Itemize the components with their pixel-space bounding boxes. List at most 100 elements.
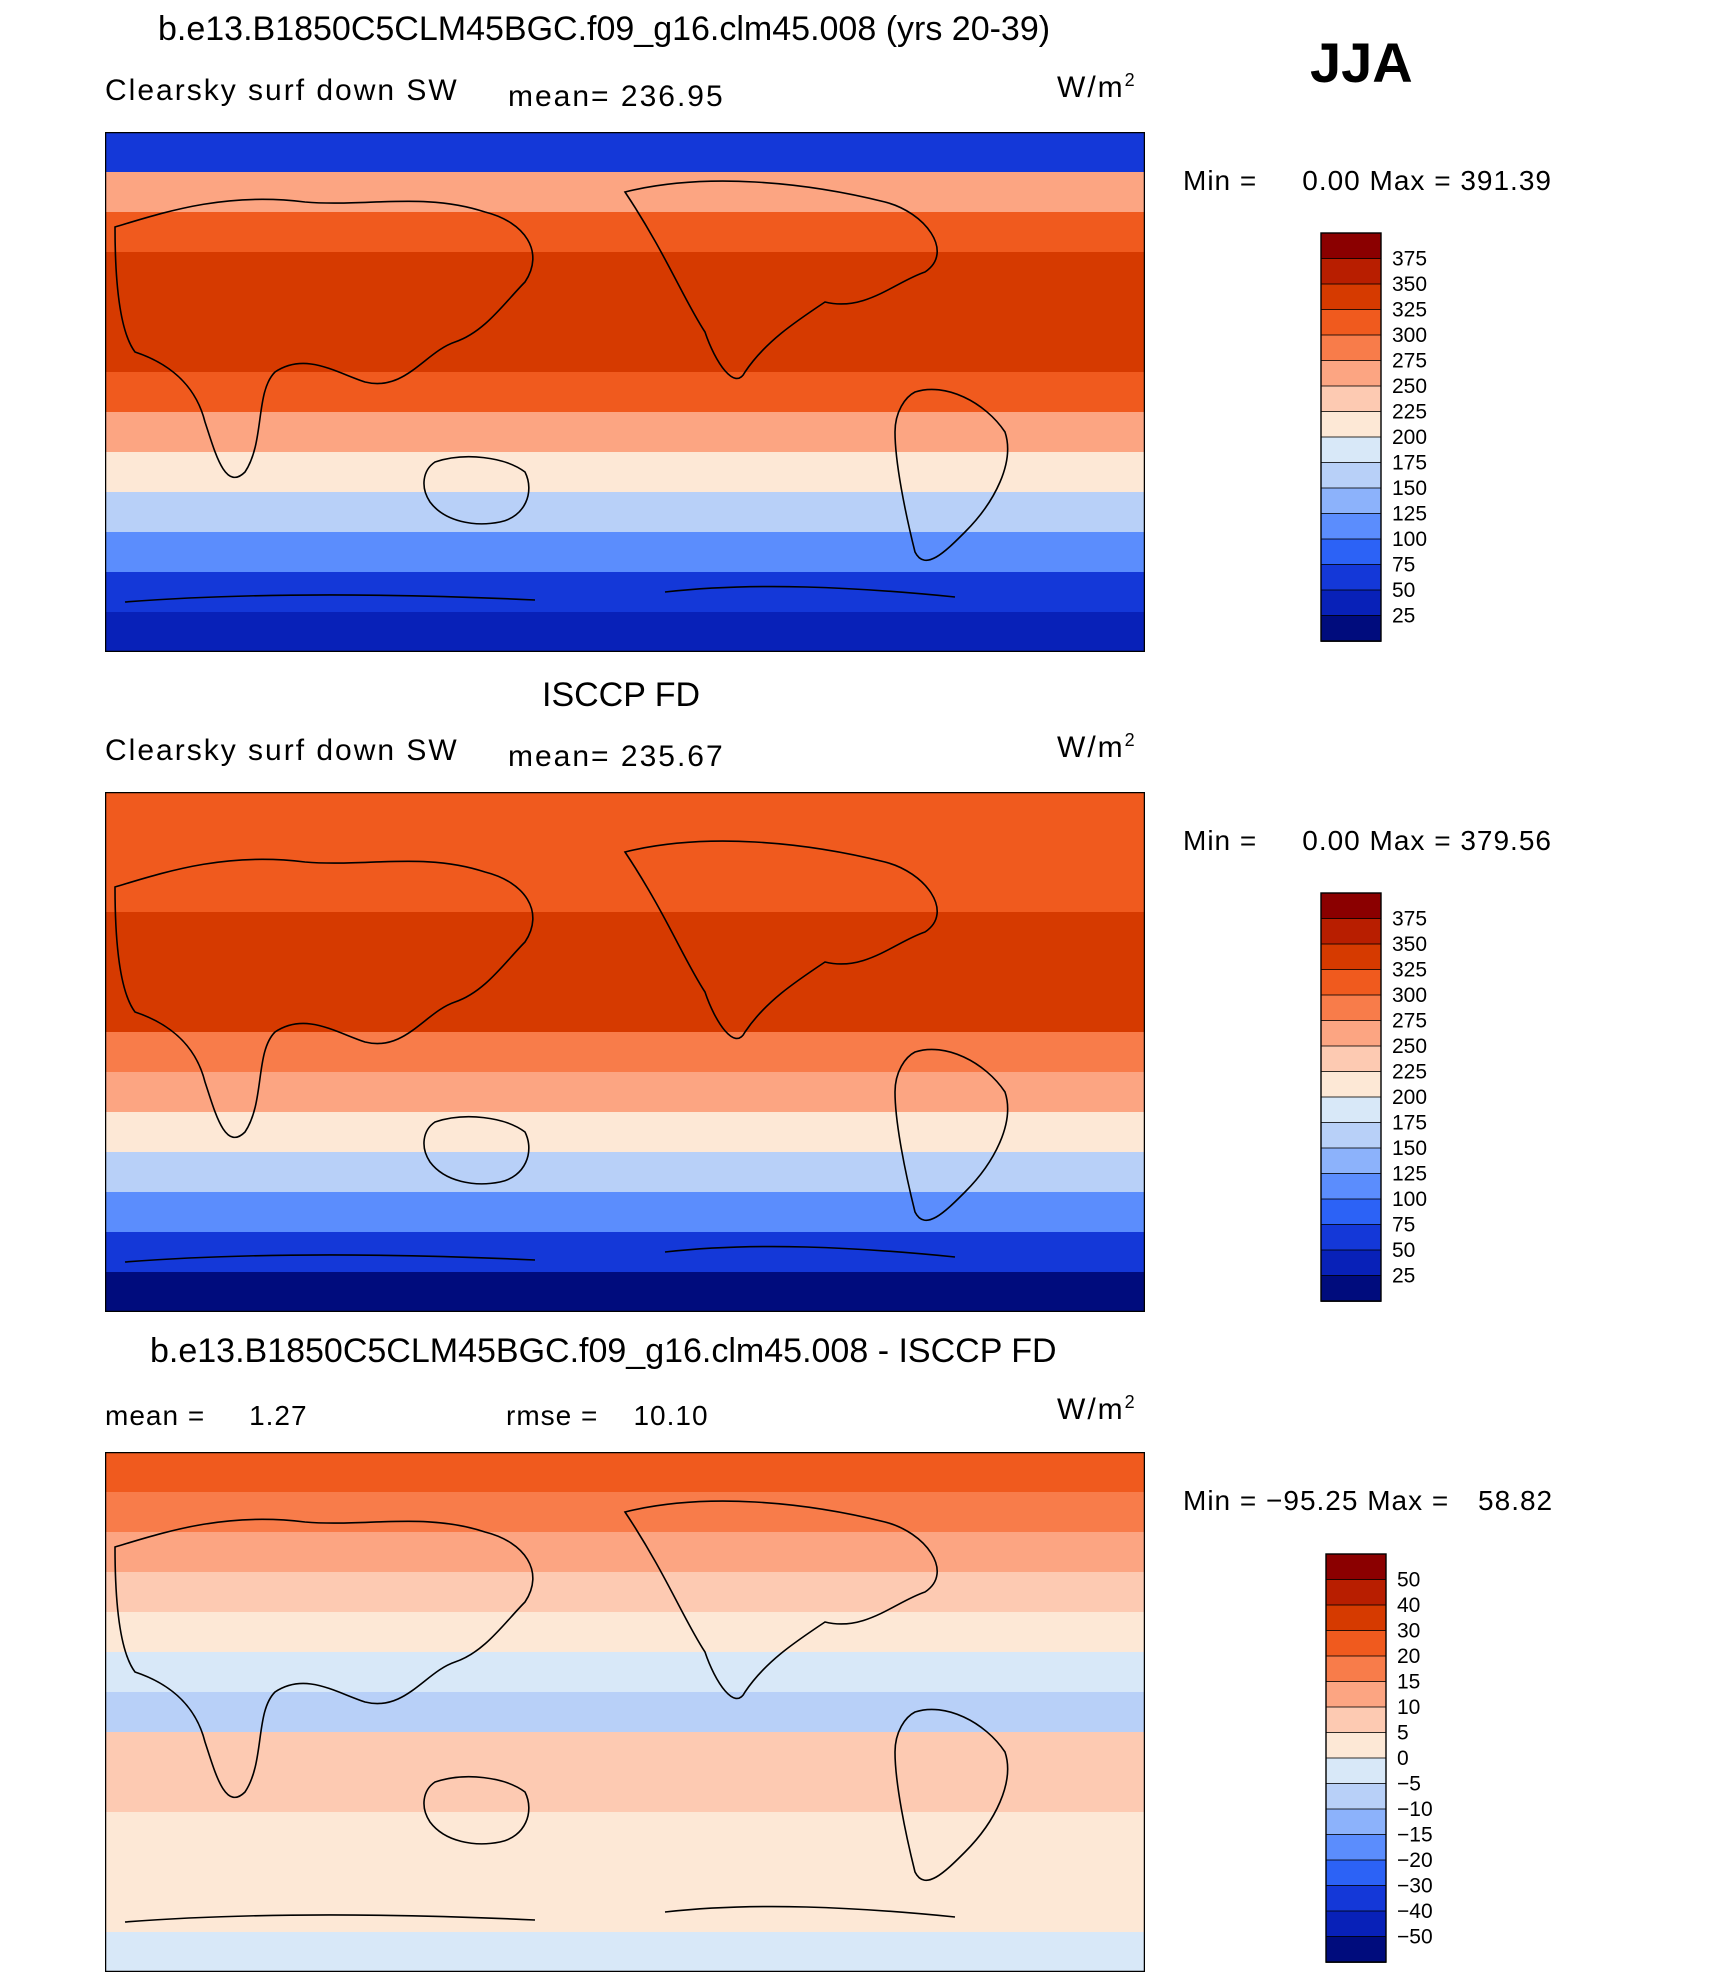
colorbar-tick-label: 275: [1392, 1010, 1427, 1033]
panel-1-min-max: Min = 0.00 Max = 391.39: [1183, 165, 1552, 196]
colorbar-tick-label: 325: [1392, 959, 1427, 982]
panel-2-min-max: Min = 0.00 Max = 379.56: [1183, 825, 1552, 856]
colorbar-tick-label: 275: [1392, 350, 1427, 373]
colorbar-swatch: [1320, 1020, 1382, 1047]
latitude-band: [105, 1072, 1145, 1113]
latitude-band: [105, 1932, 1145, 1972]
panel-3-title: b.e13.B1850C5CLM45BGC.f09_g16.clm45.008 …: [150, 1332, 1057, 1370]
map-frame: [105, 132, 1145, 652]
coastline: [124, 585, 956, 603]
colorbar-swatch: [1320, 1275, 1382, 1302]
panel-3-mean-label: mean = 1.27: [105, 1400, 308, 1431]
latitude-band: [105, 1892, 1145, 1933]
colorbar-tick-label: 150: [1392, 1137, 1427, 1160]
colorbar-tick-label: 50: [1392, 579, 1415, 602]
colorbar-tick-label: 175: [1392, 1112, 1427, 1135]
colorbar-swatch: [1320, 564, 1382, 591]
colorbar-tick-label: −10: [1397, 1798, 1433, 1821]
colorbar-tick-label: 300: [1392, 324, 1427, 347]
coastline: [623, 1500, 938, 1700]
colorbar-swatch: [1320, 334, 1382, 362]
colorbar-swatch: [1320, 258, 1382, 285]
colorbar-swatch: [1325, 1808, 1387, 1836]
latitude-band: [105, 1452, 1145, 1493]
colorbar-tick-label: 5: [1397, 1722, 1409, 1745]
season-label: JJA: [1310, 31, 1413, 94]
colorbar-tick-label: 150: [1392, 477, 1427, 500]
colorbar-swatch: [1320, 283, 1382, 311]
latitude-band: [105, 332, 1145, 373]
colorbar-tick-label: 10: [1397, 1696, 1420, 1719]
colorbar-tick-label: 50: [1397, 1569, 1420, 1592]
colorbar-swatch: [1320, 969, 1382, 996]
coastline: [124, 1245, 956, 1263]
panel-2-mean-label: mean= 235.67: [508, 740, 725, 773]
latitude-band: [105, 1732, 1145, 1773]
latitude-band: [105, 912, 1145, 953]
colorbar-swatch: [1320, 411, 1382, 438]
colorbar-swatch: [1325, 1936, 1387, 1963]
colorbar-swatch: [1320, 994, 1382, 1022]
latitude-band: [105, 492, 1145, 533]
colorbar-swatch: [1320, 918, 1382, 945]
colorbar-swatch: [1320, 513, 1382, 540]
panel-1-map: [105, 132, 1145, 652]
map-frame: [105, 1452, 1145, 1972]
latitude-band: [105, 1652, 1145, 1693]
colorbar-frame: [1320, 232, 1382, 642]
colorbar-swatch: [1325, 1757, 1387, 1785]
colorbar-swatch: [1325, 1885, 1387, 1912]
latitude-band: [105, 1532, 1145, 1573]
colorbar-tick-label: 100: [1392, 1188, 1427, 1211]
colorbar-swatch: [1320, 892, 1382, 920]
latitude-band: [105, 952, 1145, 993]
coastline: [114, 858, 534, 1139]
coastline: [623, 840, 938, 1040]
panel-2-variable-label: Clearsky surf down SW: [105, 734, 459, 767]
colorbar-tick-label: 350: [1392, 273, 1427, 296]
latitude-band: [105, 372, 1145, 413]
colorbar-tick-label: 25: [1392, 1265, 1415, 1288]
colorbar-swatch: [1320, 1122, 1382, 1149]
colorbar-swatch: [1320, 232, 1382, 260]
panel-2-title: ISCCP FD: [542, 676, 701, 714]
colorbar-tick-label: 40: [1397, 1594, 1420, 1617]
latitude-band: [105, 1152, 1145, 1193]
latitude-band: [105, 412, 1145, 453]
colorbar-swatch: [1320, 943, 1382, 971]
coastline: [423, 1116, 530, 1185]
colorbar-swatch: [1325, 1859, 1387, 1887]
latitude-band: [105, 1572, 1145, 1613]
colorbar-tick-label: 225: [1392, 401, 1427, 424]
colorbar-swatch: [1320, 487, 1382, 515]
coastline: [124, 1905, 956, 1923]
latitude-band: [105, 1232, 1145, 1273]
colorbar-swatch: [1320, 1224, 1382, 1251]
coastline: [114, 1518, 534, 1799]
colorbar-tick-label: −40: [1397, 1900, 1433, 1923]
colorbar-swatch: [1320, 538, 1382, 566]
colorbar-swatch: [1320, 615, 1382, 642]
panel-2-map: [105, 792, 1145, 1312]
colorbar-tick-label: 350: [1392, 933, 1427, 956]
colorbar-tick-label: 375: [1392, 908, 1427, 931]
coastline: [423, 1776, 530, 1845]
colorbar-tick-label: 200: [1392, 426, 1427, 449]
colorbar-tick-label: 125: [1392, 503, 1427, 526]
colorbar-tick-label: 0: [1397, 1747, 1409, 1770]
colorbar-tick-label: 125: [1392, 1163, 1427, 1186]
colorbar-swatch: [1320, 462, 1382, 489]
latitude-band: [105, 572, 1145, 613]
latitude-band: [105, 1112, 1145, 1153]
latitude-band: [105, 212, 1145, 253]
panel-2-units: W/m2: [1057, 730, 1137, 764]
latitude-band: [105, 1772, 1145, 1813]
colorbar-swatch: [1325, 1834, 1387, 1861]
colorbar-swatch: [1320, 436, 1382, 464]
colorbar-tick-label: 20: [1397, 1645, 1420, 1668]
coastline: [894, 1708, 1009, 1881]
colorbar-swatch: [1320, 1096, 1382, 1124]
colorbar-tick-label: 75: [1392, 554, 1415, 577]
coastline: [623, 180, 938, 380]
panel-3-map: [105, 1452, 1145, 1972]
